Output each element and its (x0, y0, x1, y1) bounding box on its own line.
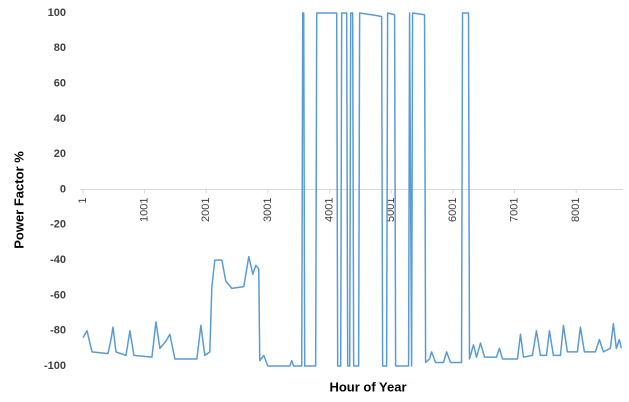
x-tick-label: 7001 (508, 198, 520, 222)
y-tick-label: 60 (54, 78, 66, 90)
x-tick-label: 1001 (139, 198, 151, 222)
y-tick-label: -80 (50, 325, 66, 337)
y-tick-label: 100 (48, 7, 66, 19)
y-tick-label: -100 (44, 360, 66, 372)
y-tick-label: 80 (54, 42, 66, 54)
x-axis-title: Hour of Year (329, 379, 406, 394)
y-tick-label: -20 (50, 219, 66, 231)
x-tick-label: 3001 (262, 198, 274, 222)
y-axis-title: Power Factor % (11, 151, 26, 249)
y-tick-label: 20 (54, 148, 66, 160)
y-tick-label: 0 (60, 183, 66, 195)
y-tick-label: -40 (50, 254, 66, 266)
x-tick-label: 2001 (200, 198, 212, 222)
x-tick-label: 6001 (447, 198, 459, 222)
x-tick-label: 5001 (385, 198, 397, 222)
data-line (82, 12, 623, 367)
x-tick-label: 8001 (570, 198, 582, 222)
x-tick-label: 1 (77, 198, 89, 204)
x-tick-label: 4001 (324, 198, 336, 222)
y-tick-label: 40 (54, 113, 66, 125)
y-tick-label: -60 (50, 289, 66, 301)
